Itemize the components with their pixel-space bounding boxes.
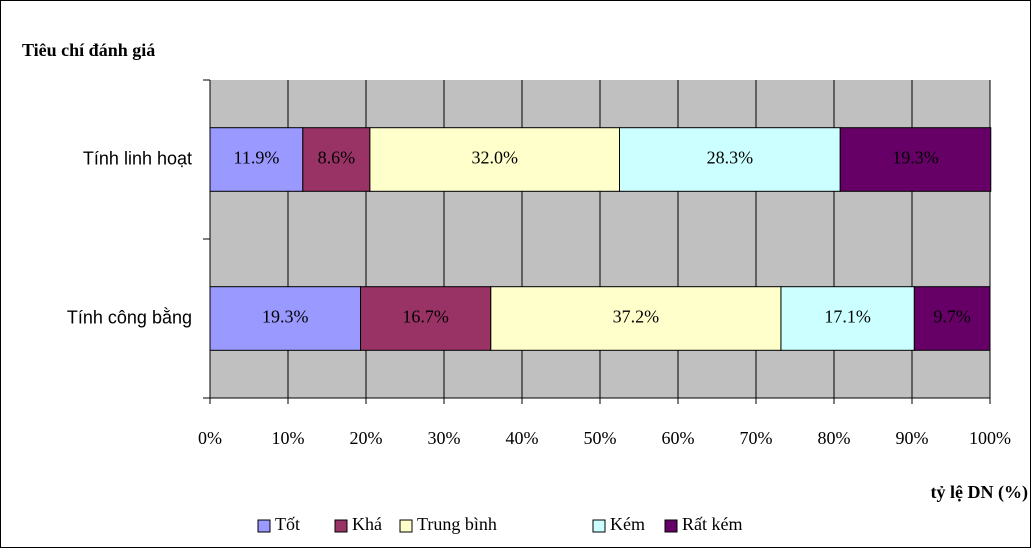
legend-swatch [664, 519, 678, 533]
data-label: 37.2% [613, 307, 660, 327]
chart-title: Tiêu chí đánh giá [22, 40, 155, 60]
legend-swatch [399, 519, 413, 533]
x-tick-label: 80% [818, 428, 851, 448]
bar-segment [913, 286, 991, 351]
data-label: 19.3% [262, 307, 309, 327]
x-tick-label: 100% [969, 428, 1011, 448]
data-label: 8.6% [318, 148, 356, 168]
data-label: 11.9% [233, 148, 279, 168]
legend-label: Khá [352, 514, 382, 534]
x-tick-label: 70% [740, 428, 773, 448]
legend-swatch [257, 519, 271, 533]
legend-swatch [334, 519, 348, 533]
y-tick-label: Tính công bằng [67, 306, 192, 327]
x-tick-label: 30% [428, 428, 461, 448]
x-tick-label: 40% [506, 428, 539, 448]
legend-label: Tốt [275, 514, 300, 534]
data-label: 9.7% [933, 307, 971, 327]
bar-segment [619, 127, 841, 192]
x-tick-label: 0% [198, 428, 222, 448]
x-tick-label: 10% [272, 428, 305, 448]
data-label: 17.1% [824, 307, 871, 327]
bar-segment [780, 286, 915, 351]
data-label: 19.3% [892, 148, 939, 168]
y-tick-label: Tính linh hoạt [83, 148, 192, 168]
data-label: 32.0% [471, 148, 518, 168]
data-label: 16.7% [402, 307, 449, 327]
legend-label: Rất kém [682, 514, 743, 534]
legend-label: Trung bình [417, 514, 497, 534]
x-tick-label: 60% [662, 428, 695, 448]
x-tick-label: 50% [584, 428, 617, 448]
data-label: 28.3% [707, 148, 754, 168]
bar-segment [360, 286, 492, 351]
legend-swatch [592, 519, 606, 533]
bar-segment [369, 127, 620, 192]
bar-segment [302, 127, 371, 192]
x-tick-label: 20% [350, 428, 383, 448]
legend-label: Kém [610, 514, 645, 534]
x-tick-label: 90% [896, 428, 929, 448]
x-axis-label: tỷ lệ DN (%) [931, 482, 1028, 503]
bar-segment [209, 286, 362, 351]
bar-segment [839, 127, 992, 192]
